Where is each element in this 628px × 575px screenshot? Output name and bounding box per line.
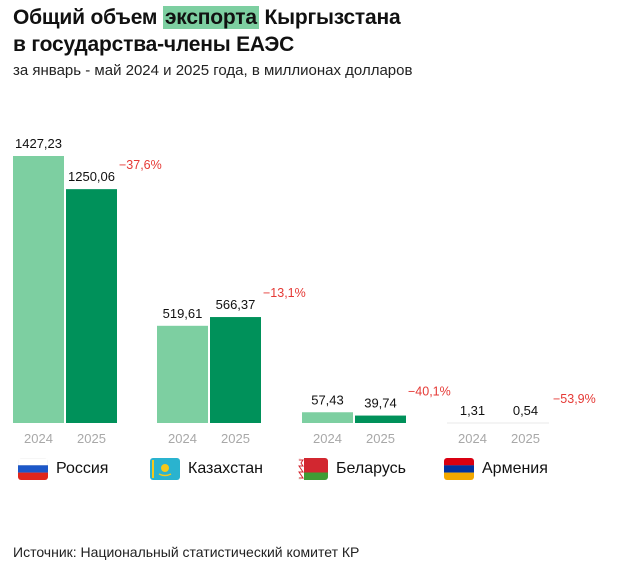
change-label-2: −13,1% xyxy=(263,286,306,300)
legend-item-belarus: Беларусь xyxy=(298,458,406,480)
bar-2024-3 xyxy=(302,412,353,423)
title-highlight: экспорта xyxy=(162,6,259,29)
kazakhstan-flag-icon xyxy=(150,458,180,480)
chart-subtitle: за январь - май 2024 и 2025 года, в милл… xyxy=(13,62,413,79)
bar-chart: 1427,23 2024 1250,06 2025 −37,6% 519,61 2024 56… xyxy=(13,136,596,446)
chart-title: Общий объем экспорта Кыргызстана в госуд… xyxy=(13,4,613,58)
legend-label: Беларусь xyxy=(336,460,406,477)
value-label-2025-4: 0,54 xyxy=(513,403,538,418)
value-label-2025-2: 566,37 xyxy=(216,297,256,312)
change-label-3: −40,1% xyxy=(408,385,451,399)
bar-2024-1 xyxy=(13,156,64,423)
tick-label-2025-3: 2025 xyxy=(366,431,395,446)
value-label-2024-2: 519,61 xyxy=(163,306,203,321)
tick-label-2025-1: 2025 xyxy=(77,431,106,446)
title-line2: в государства-члены ЕАЭС xyxy=(13,33,295,56)
legend-label: Армения xyxy=(482,460,548,477)
bar-2025-1 xyxy=(66,189,117,423)
legend-label: Казахстан xyxy=(188,460,263,477)
bar-2024-2 xyxy=(157,325,208,423)
value-label-2024-3: 57,43 xyxy=(311,392,344,407)
tick-label-2024-2: 2024 xyxy=(168,431,197,446)
value-label-2025-3: 39,74 xyxy=(364,396,397,411)
value-label-2025-1: 1250,06 xyxy=(68,169,115,184)
source-note: Источник: Национальный статистический ко… xyxy=(13,544,360,560)
tick-label-2025-2: 2025 xyxy=(221,431,250,446)
tick-label-2024-4: 2024 xyxy=(458,431,487,446)
bar-2025-3 xyxy=(355,415,406,423)
title-part1: Общий объем xyxy=(13,6,163,29)
tick-label-2024-1: 2024 xyxy=(24,431,53,446)
legend-item-russia: Россия xyxy=(18,458,108,480)
change-label-1: −37,6% xyxy=(119,158,162,172)
title-part2: Кыргызстана xyxy=(258,6,401,29)
value-label-2024-4: 1,31 xyxy=(460,403,485,418)
value-label-2024-1: 1427,23 xyxy=(15,136,62,151)
legend-label: Россия xyxy=(56,460,109,477)
armenia-flag-icon xyxy=(444,458,474,480)
russia-flag-icon xyxy=(18,458,48,480)
legend-item-armenia: Армения xyxy=(444,458,548,480)
bar-2025-2 xyxy=(210,317,261,423)
change-label-4: −53,9% xyxy=(553,392,596,406)
tick-label-2024-3: 2024 xyxy=(313,431,342,446)
legend-item-kazakhstan: Казахстан xyxy=(150,458,263,480)
tick-label-2025-4: 2025 xyxy=(511,431,540,446)
belarus-flag-icon xyxy=(298,458,328,480)
